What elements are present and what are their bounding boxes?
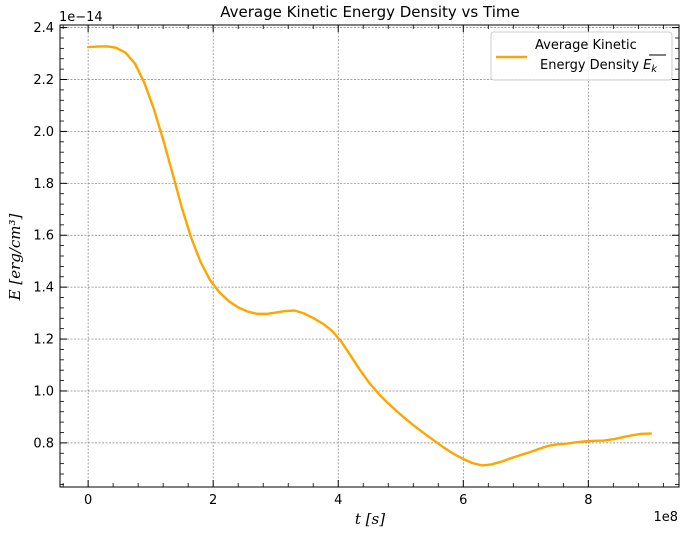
x-tick-label: 8	[584, 493, 592, 508]
axes	[59, 24, 680, 488]
legend-label-text: Energy Density	[540, 58, 639, 73]
y-tick-label: 1.0	[33, 384, 54, 399]
x-tick-label: 4	[334, 493, 342, 508]
y-tick-label: 2.2	[33, 73, 54, 88]
legend-symbol: E	[643, 58, 652, 73]
y-tick-label: 2.0	[33, 125, 54, 140]
y-offset-label: 1e−14	[59, 10, 103, 25]
y-tick-label: 1.2	[33, 333, 54, 348]
x-offset-label: 1e8	[653, 510, 678, 525]
legend-label-line1: Average Kinetic	[535, 38, 637, 53]
grid	[60, 25, 679, 487]
tick-labels: 0 2 4 6 8 0.8 1.0 1.2 1.4 1.6 1.8 2.0 2.2 2.4	[33, 21, 592, 508]
y-tick-label: 1.6	[33, 229, 54, 244]
x-axis-label: t [s]	[355, 510, 385, 528]
series-line	[86, 45, 653, 467]
legend-frame	[490, 31, 673, 81]
tick-marks	[60, 25, 679, 487]
y-tick-label: 0.8	[33, 436, 54, 451]
x-tick-label: 0	[84, 493, 92, 508]
chart-title: Average Kinetic Energy Density vs Time	[220, 3, 519, 21]
legend-label-line2: Energy Density Ek	[540, 58, 658, 75]
x-tick-label: 2	[209, 493, 217, 508]
legend-subscript: k	[651, 64, 658, 75]
plot-frame	[59, 24, 680, 488]
series-layer	[86, 45, 653, 467]
x-tick-label: 6	[459, 493, 467, 508]
y-tick-label: 1.8	[33, 177, 54, 192]
y-axis-label: E [erg/cm³]	[6, 213, 24, 301]
y-tick-label: 2.4	[33, 21, 54, 36]
legend: Average Kinetic Energy Density Ek	[490, 31, 673, 81]
y-tick-label: 1.4	[33, 281, 54, 296]
